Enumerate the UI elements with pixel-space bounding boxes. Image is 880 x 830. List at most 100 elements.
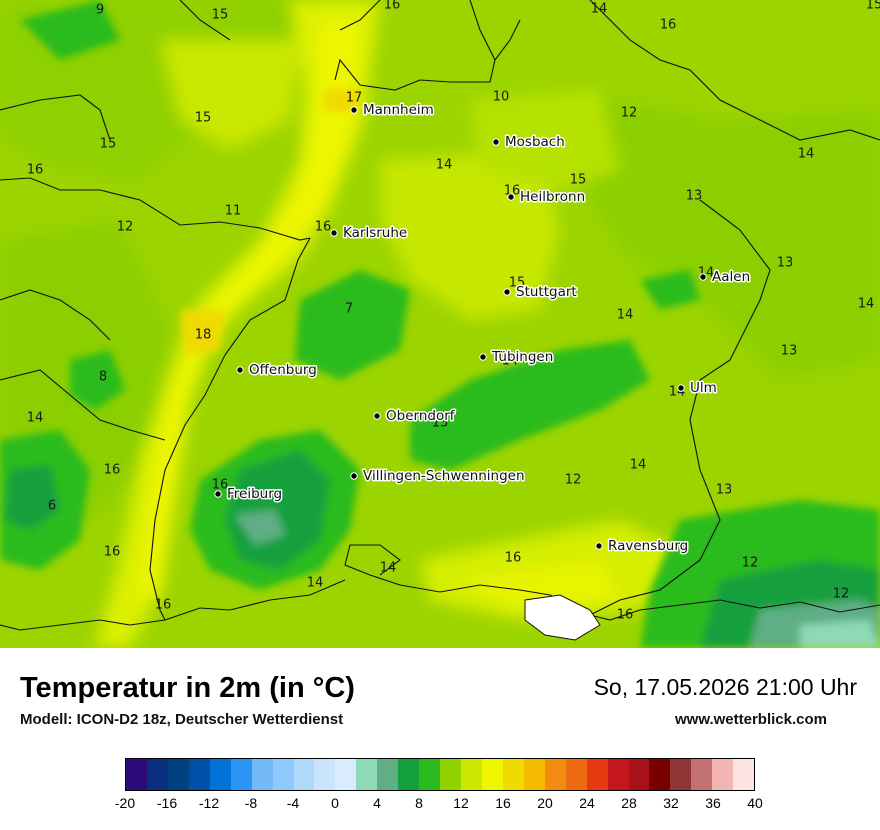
forecast-datetime: So, 17.05.2026 21:00 Uhr [593,674,857,700]
isoline-label: 13 [432,416,449,431]
legend-swatch [167,759,189,790]
legend-swatch [544,759,566,790]
legend-tick: 16 [495,795,511,811]
legend-swatch [481,759,503,790]
isoline-label: 15 [195,111,212,126]
footer: Temperatur in 2m (in °C) Modell: ICON-D2… [0,648,880,830]
legend-swatch [523,759,545,790]
isoline-label: 15 [212,8,229,23]
legend-swatch [335,759,357,790]
city-dot [350,106,358,114]
legend-tick: 12 [453,795,469,811]
isoline-label: 16 [315,220,332,235]
isoline-label: 14 [380,561,397,576]
legend-swatch [712,759,734,790]
legend-swatch [251,759,273,790]
legend-tick: 40 [747,795,763,811]
city-label: Stuttgart [516,284,577,300]
legend-tick: 28 [621,795,637,811]
city-dot [595,542,603,550]
isoline-label: 16 [617,608,634,623]
legend-tick: 0 [331,795,339,811]
city-dot [373,412,381,420]
legend-swatch [419,759,441,790]
model-subtitle: Modell: ICON-D2 18z, Deutscher Wetterdie… [20,711,344,728]
legend-swatch [356,759,378,790]
isoline-label: 16 [384,0,401,13]
legend-swatch [209,759,231,790]
isoline-label: 7 [345,302,353,317]
isoline-label: 16 [104,545,121,560]
isoline-labels: 9 15 16 14 16 15 17 10 15 12 15 14 14 16 16 15 13 11 12 16 1… [27,0,880,623]
map-title: Temperatur in 2m (in °C) [20,672,355,704]
isoline-label: 14 [502,354,519,369]
legend-swatch [461,759,482,790]
city-dot [479,353,487,361]
legend-swatch [126,759,147,790]
legend-tick: 36 [705,795,721,811]
city-dot [214,490,222,498]
legend-swatch [502,759,524,790]
legend-swatch [440,759,461,790]
legend-swatch [314,759,336,790]
city-label: Aalen [712,269,750,285]
isoline-label: 14 [798,147,815,162]
legend-swatch [188,759,210,790]
legend-swatch [607,759,629,790]
isoline-label: 14 [436,158,453,173]
legend-swatch [565,759,587,790]
isoline-label: 17 [346,91,363,106]
city-label: Tübingen [491,349,553,365]
isoline-label: 13 [716,483,733,498]
isoline-label: 16 [660,18,677,33]
legend-swatch [146,759,168,790]
isoline-label: 12 [565,473,582,488]
city-label: Karlsruhe [343,225,407,241]
legend-tick: -8 [244,795,258,811]
isoline-label: 14 [27,411,44,426]
legend-swatch [272,759,294,790]
legend-tick: 24 [579,795,595,811]
isoline-label: 16 [505,551,522,566]
isoline-label: 14 [858,297,875,312]
legend-swatch [377,759,399,790]
isoline-label: 16 [212,478,229,493]
isoline-label: 12 [117,220,134,235]
isoline-label: 16 [504,184,521,199]
city-dot [492,138,500,146]
legend-swatch [398,759,420,790]
isoline-label: 16 [104,463,121,478]
isoline-label: 15 [509,276,526,291]
isoline-label: 18 [195,328,212,343]
city-dot [350,472,358,480]
legend-tick: 4 [373,795,381,811]
legend-ticks: -20 -16 -12 -8 -4 0 4 8 12 16 20 24 28 32 36 40 [115,795,763,815]
legend-tick: -4 [286,795,300,811]
city-label: Offenburg [249,362,317,378]
isoline-label: 14 [617,308,634,323]
isoline-label: 15 [866,0,880,13]
legend-swatch [733,759,755,790]
city-label: Oberndorf [386,408,456,424]
isoline-label: 14 [591,2,608,17]
legend-swatch [691,759,713,790]
isoline-label: 13 [781,344,798,359]
isoline-label: 14 [307,576,324,591]
legend-swatch [649,759,671,790]
legend-swatch [628,759,650,790]
city-dot [699,273,707,281]
isoline-label: 6 [48,499,56,514]
website-link[interactable]: www.wetterblick.com [675,711,827,728]
city-label: Freiburg [227,486,282,502]
city-markers: Mannheim Mosbach Heilbronn Karlsruhe Aalen St… [214,101,752,556]
isoline-label: 13 [777,256,794,271]
city-dot [330,229,338,237]
isoline-label: 13 [686,189,703,204]
isoline-label: 12 [742,556,759,571]
city-dot [503,288,511,296]
legend-swatch [293,759,315,790]
legend-tick: -20 [114,795,136,811]
legend-tick: 32 [663,795,679,811]
isoline-label: 12 [621,106,638,121]
legend-tick: 20 [537,795,553,811]
